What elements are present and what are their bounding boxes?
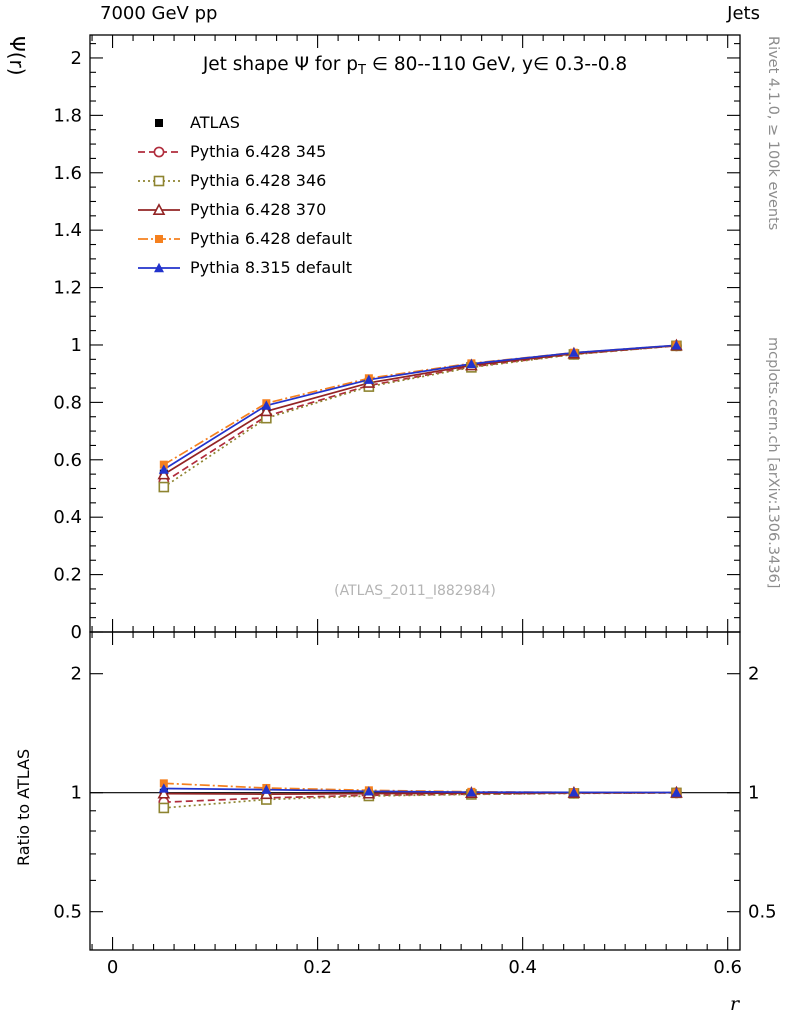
svg-text:0.6: 0.6 bbox=[53, 450, 82, 471]
svg-text:0: 0 bbox=[71, 622, 82, 643]
ratio-panel-frame bbox=[89, 631, 741, 951]
x-axis-label: r bbox=[730, 993, 740, 1015]
analysis-id-watermark: (ATLAS_2011_I882984) bbox=[334, 583, 496, 599]
series-line-pythia-6-428-370 bbox=[163, 344, 677, 476]
svg-text:1.6: 1.6 bbox=[53, 163, 82, 184]
legend-marker-pythia-6-428-default bbox=[138, 234, 180, 243]
plot-title: Jet shape Ψ for pT ∈ 80--110 GeV, y∈ 0.3… bbox=[90, 54, 740, 78]
rivet-version-note: Rivet 4.1.0, ≥ 100k events bbox=[765, 36, 781, 231]
y-axis-label-main: Ψ(r) bbox=[5, 36, 29, 76]
ratio-line-pythia-6-428-346 bbox=[163, 792, 677, 809]
svg-text:2: 2 bbox=[748, 664, 759, 685]
svg-text:1.4: 1.4 bbox=[53, 220, 82, 241]
svg-text:1: 1 bbox=[71, 335, 82, 356]
legend-marker-pythia-8-315-default bbox=[138, 262, 180, 272]
svg-text:0.2: 0.2 bbox=[303, 957, 332, 978]
y-axis-label-ratio: Ratio to ATLAS bbox=[14, 748, 33, 866]
mcplots-arxiv-note: mcplots.cern.ch [arXiv:1306.3436] bbox=[765, 337, 781, 589]
legend-marker-pythia-6-428-370 bbox=[138, 202, 180, 215]
svg-text:1: 1 bbox=[71, 783, 82, 804]
ratio-line-pythia-8-315-default bbox=[163, 787, 677, 794]
svg-text:0.5: 0.5 bbox=[53, 902, 82, 923]
svg-text:0.4: 0.4 bbox=[53, 507, 82, 528]
legend-marker-pythia-6-428-345 bbox=[138, 146, 180, 157]
plot-title-post: ∈ 80--110 GeV, y∈ 0.3--0.8 bbox=[365, 54, 628, 75]
series-line-pythia-6-428-default bbox=[163, 344, 677, 466]
plot-title-subscript: T bbox=[358, 63, 366, 78]
svg-text:1.8: 1.8 bbox=[53, 105, 82, 126]
svg-text:0.2: 0.2 bbox=[53, 565, 82, 586]
legend-label: Pythia 6.428 346 bbox=[190, 171, 327, 190]
beam-energy-label: 7000 GeV pp bbox=[100, 3, 218, 24]
legend-marker-pythia-6-428-346 bbox=[138, 175, 180, 186]
svg-text:0.8: 0.8 bbox=[53, 392, 82, 413]
legend-marker-atlas bbox=[155, 118, 163, 127]
series-line-pythia-8-315-default bbox=[163, 344, 677, 471]
svg-text:0.5: 0.5 bbox=[748, 902, 777, 923]
legend-item-pythia-6-428-345: Pythia 6.428 345 bbox=[136, 137, 352, 166]
legend-label: Pythia 8.315 default bbox=[190, 258, 353, 277]
svg-text:2: 2 bbox=[71, 664, 82, 685]
analysis-group-label: Jets bbox=[727, 3, 760, 24]
legend-item-atlas: ATLAS bbox=[136, 108, 352, 137]
legend-label: Pythia 6.428 default bbox=[190, 229, 353, 248]
legend-label: ATLAS bbox=[190, 113, 240, 132]
series-line-pythia-6-428-345 bbox=[163, 344, 677, 483]
svg-text:2: 2 bbox=[71, 48, 82, 69]
legend-item-pythia-8-315-default: Pythia 8.315 default bbox=[136, 253, 352, 282]
svg-text:1.2: 1.2 bbox=[53, 278, 82, 299]
legend-label: Pythia 6.428 345 bbox=[190, 142, 327, 161]
legend-item-pythia-6-428-370: Pythia 6.428 370 bbox=[136, 195, 352, 224]
svg-text:1: 1 bbox=[748, 783, 759, 804]
svg-text:0: 0 bbox=[107, 957, 118, 978]
svg-text:0.4: 0.4 bbox=[508, 957, 537, 978]
svg-text:0.6: 0.6 bbox=[713, 957, 742, 978]
legend-item-pythia-6-428-default: Pythia 6.428 default bbox=[136, 224, 352, 253]
legend-label: Pythia 6.428 370 bbox=[190, 200, 327, 219]
legend-item-pythia-6-428-346: Pythia 6.428 346 bbox=[136, 166, 352, 195]
legend: ATLAS Pythia 6.428 345 Pythia 6.428 346 Pyt… bbox=[136, 108, 352, 282]
series-line-pythia-6-428-346 bbox=[163, 344, 677, 488]
plot-title-pre: Jet shape Ψ for p bbox=[202, 54, 358, 75]
